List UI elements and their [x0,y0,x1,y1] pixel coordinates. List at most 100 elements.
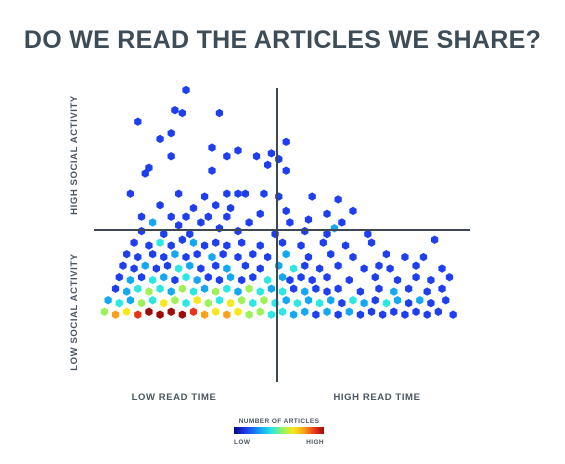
hex-cell [289,264,298,273]
hex-cell [130,264,138,273]
hex-cell [219,249,227,259]
hex-cell [156,310,164,319]
hex-cell [256,307,264,316]
hex-cell [304,252,313,262]
hex-cell [382,249,391,259]
hex-cell [115,298,123,308]
hex-cell [226,203,235,213]
hex-cell [167,307,175,316]
y-label-low: LOW SOCIAL ACTIVITY [69,253,80,371]
hex-cell [212,287,220,296]
hex-cell [204,273,212,282]
hex-cell [204,298,212,308]
hex-cell [160,273,168,282]
hex-cell [137,298,146,308]
hex-cell [330,224,339,233]
hex-cell [423,310,431,319]
hex-cell [145,163,153,172]
hex-cell [245,218,253,227]
hex-cell [449,310,457,319]
hex-cell [334,261,342,270]
hex-cell [301,287,309,296]
hex-cell [223,264,231,273]
hex-cell [149,218,157,227]
hex-cell [134,284,142,293]
hex-cell [386,264,394,273]
hex-cell [412,261,420,270]
hex-cell [178,284,186,293]
hex-cell [182,298,190,308]
hex-cell [379,310,387,319]
hex-cell [423,287,431,296]
hex-cell [238,238,246,247]
hex-cell [249,298,257,308]
hex-cell [367,307,376,316]
hex-cell [349,206,357,216]
hex-cell [267,310,276,319]
hex-cell [393,296,402,305]
legend-colorbar [234,427,324,434]
hex-cell [405,298,413,308]
hex-cell [334,195,342,204]
hex-cell [371,296,379,305]
y-label-high: HIGH SOCIAL ACTIVITY [69,95,80,215]
hex-cell [141,261,149,270]
hex-cell [167,129,175,138]
hex-cell [234,307,242,316]
hex-cell [223,212,231,221]
hex-cell [189,287,198,296]
hex-cell [145,241,153,250]
hex-cell [126,296,135,305]
hex-cell [160,298,168,308]
hex-cell [223,241,231,250]
hex-cell [327,296,335,305]
hex-cell [438,264,446,273]
hex-cell [171,105,179,115]
hex-cell [119,261,127,270]
hex-cell [149,249,157,259]
x-label-high: HIGH READ TIME [333,392,420,403]
hex-cell [434,307,442,316]
hex-cell [249,273,257,282]
hex-cell [412,307,420,316]
hex-cell [100,307,109,316]
hex-cell [115,273,123,282]
hex-cell [278,287,287,296]
hex-cell [223,310,231,319]
hex-cell [174,221,183,230]
hex-cell [260,296,268,305]
hex-cell [289,284,298,293]
hex-cell [156,201,164,210]
hex-cell [256,287,264,296]
hex-cell [345,275,353,285]
legend-high-label: HIGH [306,439,324,446]
hex-cell [375,284,383,293]
hexbin-cells [100,85,457,319]
hex-cell [356,310,365,319]
hex-cell [282,249,290,259]
hex-cell [178,108,186,118]
hex-cell [375,261,383,270]
hex-cell [197,264,205,273]
hex-cell [360,264,368,273]
hex-cell [167,287,175,296]
hex-cell [178,310,186,319]
hex-cell [241,189,250,198]
hex-cell [323,209,331,219]
hex-cell [167,152,175,161]
hex-cell [264,275,272,285]
hex-cell [149,275,157,285]
hex-cell [349,296,357,305]
hex-cell [212,238,220,247]
hex-cell [215,275,224,285]
hex-cell [238,296,246,305]
hex-cell [145,287,153,296]
hex-cell [282,137,290,147]
hex-cell [134,310,142,319]
legend-title: NUMBER OF ARTICLES [239,418,320,425]
hex-cell [286,275,294,285]
hex-cell [278,273,287,282]
hex-cell [382,298,391,308]
hex-cell [256,264,264,273]
